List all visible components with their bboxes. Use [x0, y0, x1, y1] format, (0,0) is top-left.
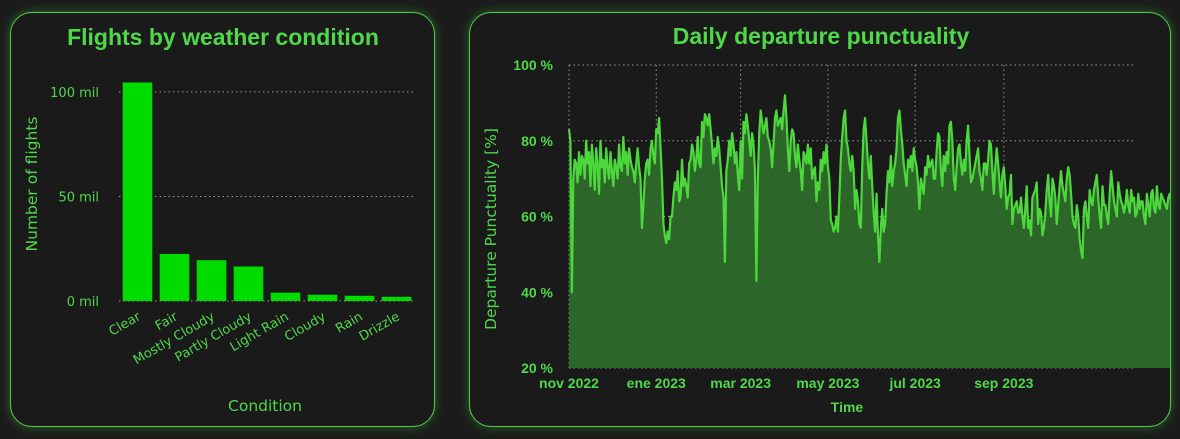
bar: [122, 82, 153, 301]
bar: [233, 266, 264, 301]
y-tick-label: 100 %: [513, 57, 553, 73]
y-tick-label: 40 %: [521, 284, 553, 300]
weather-chart-title: Flights by weather condition: [67, 24, 379, 50]
y-tick-label: 50 mil: [58, 190, 99, 205]
weather-bar-chart: Flights by weather condition 0 mil 50 mil…: [23, 24, 415, 415]
x-tick-label: Drizzle: [357, 309, 403, 344]
bar: [381, 296, 412, 301]
punctuality-line: [567, 94, 1170, 294]
x-tick-label: Clear: [107, 309, 145, 339]
bar: [344, 295, 375, 301]
bar: [270, 292, 301, 301]
y-tick-label: 80 %: [521, 133, 553, 149]
bar: [196, 260, 227, 301]
weather-chart-xlabel: Condition: [228, 397, 302, 415]
y-tick-label: 60 %: [521, 209, 553, 225]
punctuality-chart-panel: Daily departure punctuality 20 % 40 % 60 %…: [469, 12, 1171, 427]
punctuality-area-chart: Daily departure punctuality 20 % 40 % 60 %…: [482, 23, 1170, 415]
y-tick-label: 0 mil: [67, 295, 99, 310]
weather-chart-ylabel: Number of flights: [23, 117, 41, 252]
weather-chart-panel: Flights by weather condition 0 mil 50 mil…: [10, 12, 435, 427]
x-tick-label: sep 2023: [974, 375, 1033, 391]
x-tick-label: ene 2023: [627, 375, 686, 391]
bar: [159, 253, 190, 301]
punctuality-chart-ylabel: Departure Punctuality [%]: [482, 128, 500, 330]
y-tick-label: 100 mil: [50, 86, 99, 101]
x-tick-label: nov 2022: [539, 375, 599, 391]
x-tick-label: jul 2023: [888, 375, 941, 391]
x-tick-label: mar 2023: [710, 375, 771, 391]
y-tick-label: 20 %: [521, 360, 553, 376]
x-tick-label: Cloudy: [282, 309, 329, 345]
bar: [307, 294, 338, 301]
punctuality-chart-title: Daily departure punctuality: [673, 23, 970, 49]
punctuality-chart-xlabel: Time: [831, 399, 864, 415]
x-tick-label: may 2023: [796, 375, 859, 391]
